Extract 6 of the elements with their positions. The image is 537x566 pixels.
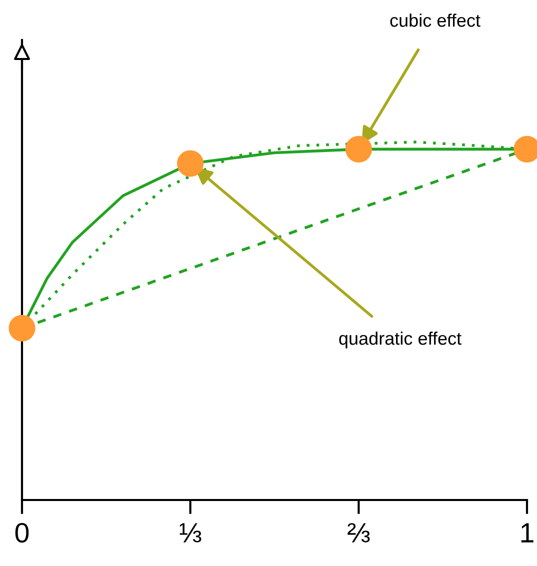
x-tick-label: 0: [15, 522, 29, 543]
annotation: cubic effect: [390, 14, 480, 27]
x-tick-label: ⅓: [180, 523, 202, 542]
x-tick-label: 1: [521, 523, 534, 542]
annotation: quadratic effect: [339, 332, 462, 348]
x-tick-label: ⅔: [348, 523, 370, 542]
